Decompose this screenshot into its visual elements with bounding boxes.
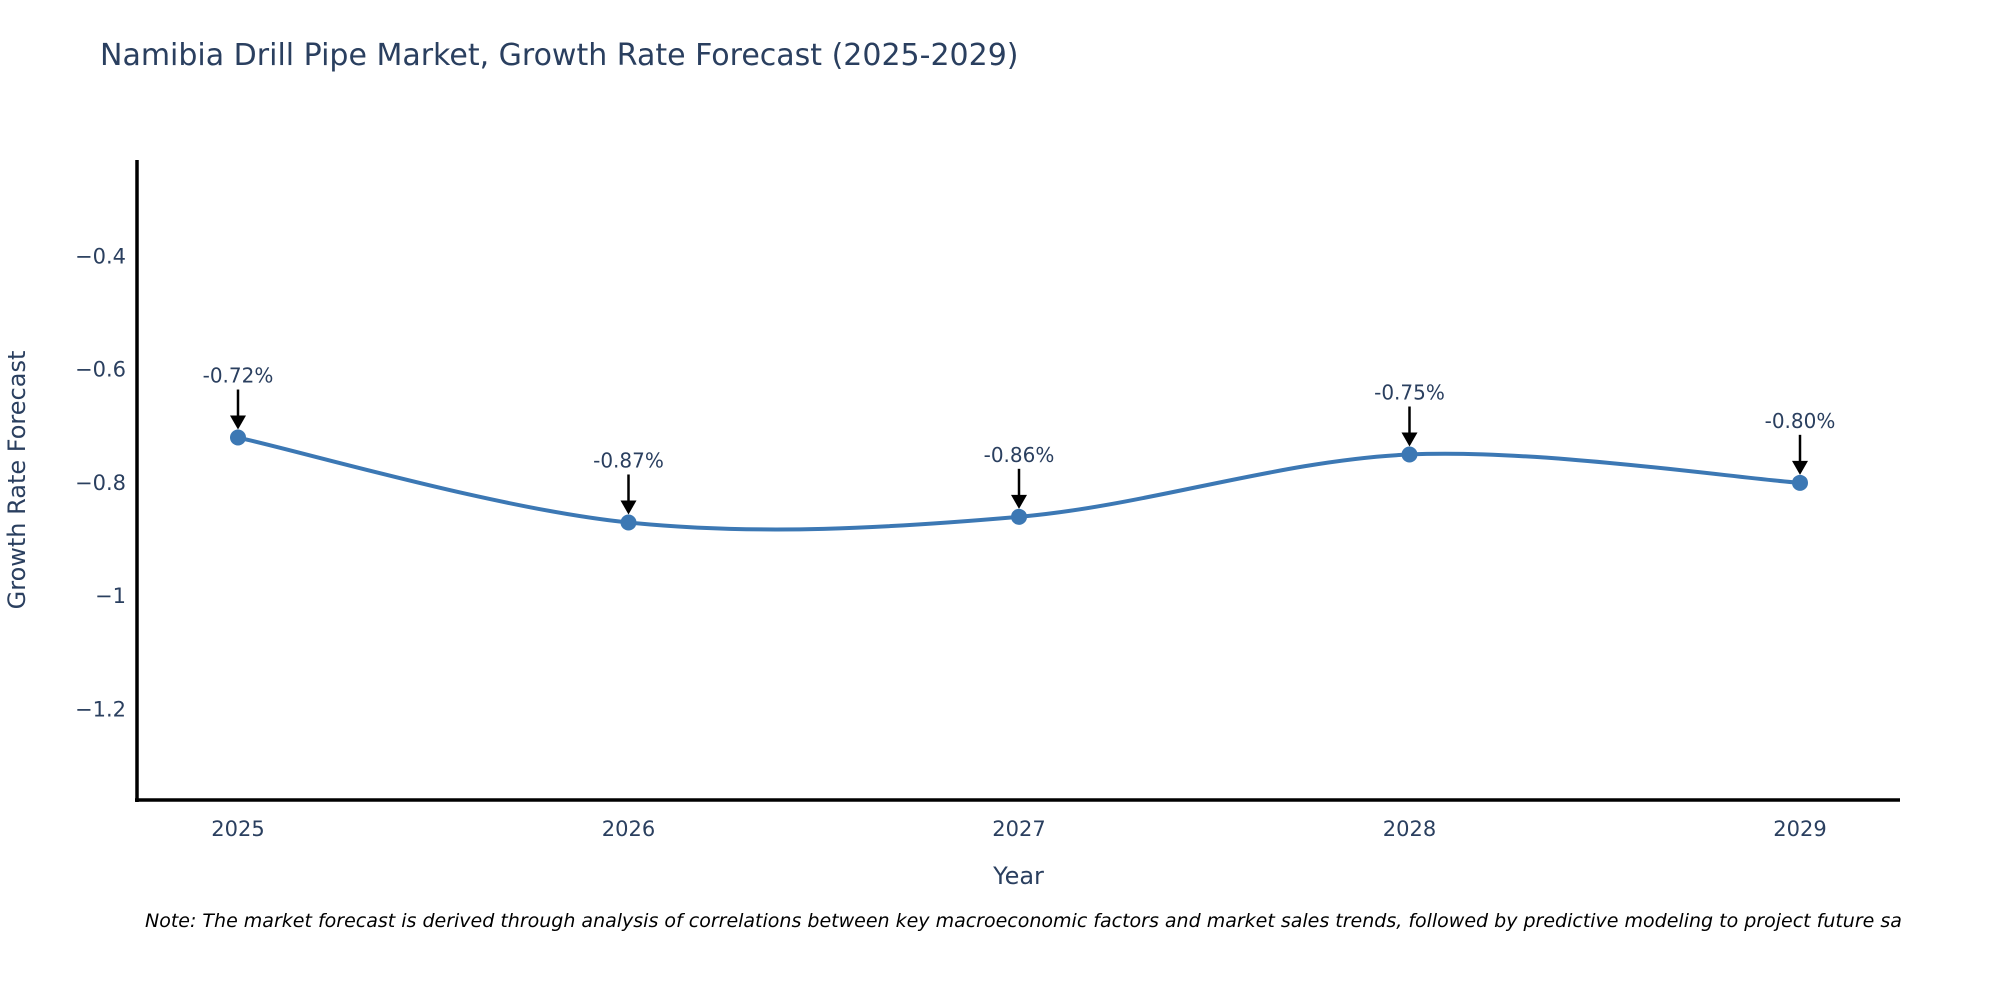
annotation-label: -0.80%	[1765, 409, 1836, 433]
y-tick-label: −0.6	[75, 358, 126, 382]
data-point-2027[interactable]	[1011, 508, 1027, 525]
y-tick-label: −0.4	[75, 244, 126, 268]
annotation-label: -0.72%	[203, 364, 274, 388]
annotation-arrow-head	[1011, 494, 1027, 509]
x-axis-title: Year	[992, 862, 1044, 890]
data-point-2025[interactable]	[230, 429, 246, 446]
annotation-arrow-head	[230, 415, 246, 430]
footnote: Note: The market forecast is derived thr…	[145, 910, 1902, 932]
data-point-2026[interactable]	[620, 514, 637, 531]
annotation-arrow-head	[1792, 460, 1808, 475]
x-tick-label: 2025	[211, 817, 264, 841]
annotation-label: -0.86%	[984, 443, 1055, 467]
y-tick-label: −0.8	[75, 471, 126, 495]
y-tick-label: −1	[95, 584, 126, 608]
annotation-label: -0.75%	[1374, 381, 1445, 405]
x-tick-label: 2028	[1383, 817, 1436, 841]
x-tick-label: 2027	[992, 817, 1045, 841]
data-point-2029[interactable]	[1792, 474, 1808, 491]
annotation-arrow-head	[620, 500, 637, 515]
annotation-arrow-head	[1401, 432, 1418, 447]
y-axis-title: Growth Rate Forecast	[3, 351, 31, 610]
y-tick-label: −1.2	[75, 697, 126, 721]
x-tick-label: 2029	[1773, 817, 1826, 841]
data-point-2028[interactable]	[1401, 446, 1418, 463]
annotation-label: -0.87%	[593, 448, 664, 472]
x-tick-label: 2026	[602, 817, 655, 841]
chart-title: Namibia Drill Pipe Market, Growth Rate F…	[100, 38, 1019, 73]
